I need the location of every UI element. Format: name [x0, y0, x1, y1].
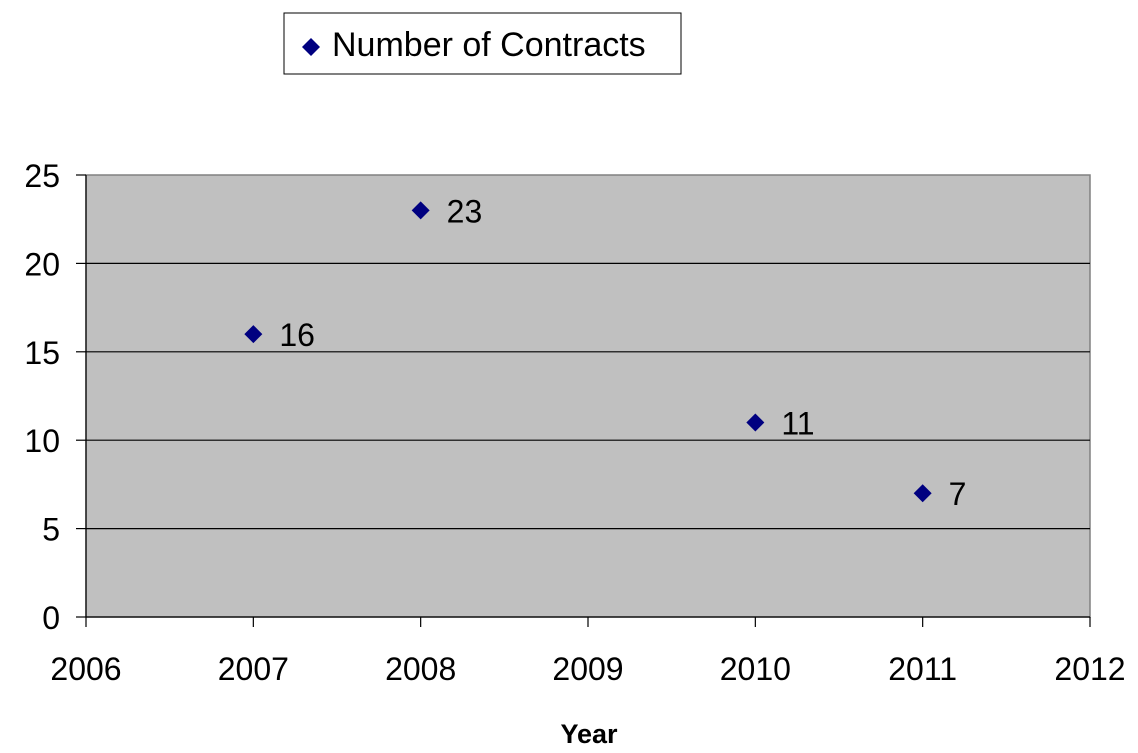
y-tick-label: 10 — [24, 423, 60, 459]
y-tick-label: 0 — [42, 600, 60, 636]
y-axis-ticks: 0 5 10 15 20 25 — [24, 158, 86, 636]
legend-label: Number of Contracts — [332, 26, 646, 64]
y-tick-label: 15 — [24, 335, 60, 371]
legend: Number of Contracts — [283, 12, 682, 75]
data-point-diamond — [411, 201, 430, 220]
data-labels: 16 23 11 7 — [279, 193, 966, 512]
data-point-diamond — [244, 325, 263, 344]
y-tick-label: 5 — [42, 512, 60, 548]
x-tick-label: 2006 — [50, 651, 121, 687]
plot-area — [85, 174, 1091, 618]
data-label: 7 — [949, 476, 967, 512]
x-tick-label: 2010 — [720, 651, 791, 687]
data-label: 11 — [781, 406, 814, 442]
data-label: 16 — [279, 317, 315, 353]
x-tick-label: 2008 — [385, 651, 456, 687]
data-points — [244, 201, 932, 503]
x-axis-title: Year — [560, 719, 618, 748]
legend-box — [283, 12, 682, 75]
x-tick-label: 2012 — [1054, 651, 1125, 687]
x-tick-label: 2009 — [552, 651, 623, 687]
x-tick-label: 2011 — [888, 651, 957, 687]
legend-marker-diamond-icon — [302, 38, 320, 56]
data-point-diamond — [913, 484, 932, 503]
y-tick-label: 25 — [24, 158, 60, 194]
gridlines — [86, 262, 1090, 530]
x-axis-ticks: 2006 2007 2008 2009 2010 2011 2012 — [50, 617, 1126, 687]
y-tick-label: 20 — [24, 246, 60, 282]
data-label: 23 — [447, 193, 483, 229]
data-point-diamond — [746, 413, 765, 432]
x-tick-label: 2007 — [218, 651, 289, 687]
